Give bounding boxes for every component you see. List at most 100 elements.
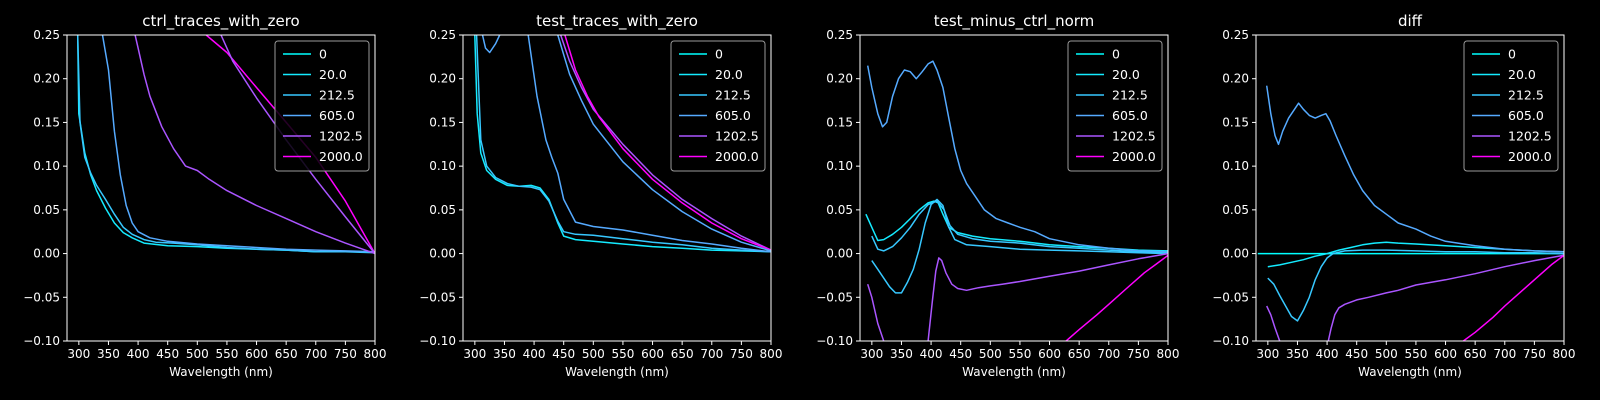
x-tick-label: 350 — [493, 347, 516, 361]
y-tick-label: 0.00 — [33, 247, 60, 261]
x-tick-label: 450 — [552, 347, 575, 361]
series-line-605-0 — [101, 35, 375, 253]
x-tick-label: 550 — [1008, 347, 1031, 361]
x-axis-label: Wavelength (nm) — [169, 365, 273, 379]
y-tick-label: −0.05 — [419, 290, 456, 304]
y-tick-label: 0.05 — [33, 203, 60, 217]
y-tick-label: 0.10 — [1222, 159, 1249, 173]
x-tick-label: 550 — [611, 347, 634, 361]
y-tick-label: 0.20 — [826, 72, 853, 86]
legend-box — [1463, 40, 1559, 172]
y-tick-label: −0.05 — [1212, 290, 1249, 304]
legend: 0 20.0 212.5 605.0 1202.5 2000.0 — [1067, 40, 1163, 172]
x-tick-label: 700 — [1493, 347, 1516, 361]
legend-label: 605.0 — [319, 108, 355, 123]
series-line-2000-0 — [564, 35, 771, 251]
x-tick-label: 800 — [364, 347, 387, 361]
y-tick-label: 0.10 — [33, 159, 60, 173]
series-line-1202-5 — [559, 35, 771, 251]
series-line-605-0 — [1265, 85, 1564, 253]
x-tick-label: 300 — [1256, 347, 1279, 361]
legend-label: 1202.5 — [1508, 129, 1552, 144]
x-tick-label: 400 — [1316, 347, 1339, 361]
x-tick-label: 300 — [67, 347, 90, 361]
y-tick-label: 0.00 — [1222, 247, 1249, 261]
legend-label: 212.5 — [715, 88, 751, 103]
x-tick-label: 350 — [1286, 347, 1309, 361]
x-tick-label: 700 — [700, 347, 723, 361]
y-tick-label: 0.15 — [33, 115, 60, 129]
x-tick-label: 800 — [1553, 347, 1576, 361]
x-axis-label: Wavelength (nm) — [962, 365, 1066, 379]
x-tick-label: 750 — [334, 347, 357, 361]
series-line-2000-0 — [1462, 254, 1564, 341]
series-line-1202-5 — [866, 283, 885, 341]
y-tick-label: 0.15 — [1222, 115, 1249, 129]
x-tick-label: 700 — [304, 347, 327, 361]
y-tick-label: −0.05 — [23, 290, 60, 304]
legend-label: 605.0 — [1508, 108, 1544, 123]
y-tick-label: 0.10 — [429, 159, 456, 173]
legend-label: 2000.0 — [319, 149, 363, 164]
x-tick-label: 550 — [215, 347, 238, 361]
legend-label: 2000.0 — [1508, 149, 1552, 164]
x-tick-label: 400 — [127, 347, 150, 361]
legend-box — [1067, 40, 1163, 172]
x-tick-label: 500 — [979, 347, 1002, 361]
chart-title: diff — [1398, 12, 1423, 30]
y-tick-label: −0.10 — [816, 334, 853, 348]
series-group — [474, 35, 771, 253]
x-tick-label: 500 — [582, 347, 605, 361]
y-tick-label: 0.20 — [33, 72, 60, 86]
y-tick-label: −0.10 — [1212, 334, 1249, 348]
series-line-212-5 — [475, 35, 771, 253]
x-tick-label: 600 — [1434, 347, 1457, 361]
x-tick-label: 300 — [860, 347, 883, 361]
chart-title: test_minus_ctrl_norm — [934, 12, 1095, 31]
legend-label: 1202.5 — [1112, 129, 1156, 144]
plot-frame — [859, 34, 1169, 342]
y-tick-label: 0.05 — [826, 203, 853, 217]
series-line-212-5 — [871, 198, 1168, 294]
chart-panel-4: diff 300 350 400 450 500 550 600 650 700 750 800 −0.… — [1212, 12, 1575, 379]
plot-frame — [66, 34, 376, 342]
x-tick-label: 400 — [920, 347, 943, 361]
y-tick-label: 0.25 — [826, 28, 853, 42]
y-tick-label: 0.25 — [429, 28, 456, 42]
x-tick-label: 800 — [1157, 347, 1180, 361]
legend-label: 1202.5 — [715, 129, 759, 144]
x-tick-label: 350 — [97, 347, 120, 361]
y-tick-label: 0.25 — [1222, 28, 1249, 42]
chart-title: test_traces_with_zero — [536, 12, 698, 31]
x-tick-label: 800 — [760, 347, 783, 361]
series-line-212-5 — [76, 35, 375, 254]
x-tick-label: 350 — [890, 347, 913, 361]
x-tick-label: 750 — [730, 347, 753, 361]
series-line-extra-4 — [871, 200, 1168, 254]
y-tick-label: 0.15 — [429, 115, 456, 129]
series-line-1202-5 — [134, 35, 375, 255]
legend-label: 0 — [715, 47, 723, 62]
y-tick-label: 0.25 — [33, 28, 60, 42]
legend: 0 20.0 212.5 605.0 1202.5 2000.0 — [274, 40, 370, 172]
series-line-605-0 — [481, 35, 501, 54]
x-tick-label: 300 — [463, 347, 486, 361]
legend: 0 20.0 212.5 605.0 1202.5 2000.0 — [670, 40, 766, 172]
series-group — [865, 60, 1168, 341]
series-line-extra-7 — [557, 35, 771, 252]
x-axis-label: Wavelength (nm) — [1358, 365, 1462, 379]
legend-label: 20.0 — [715, 67, 743, 82]
legend-label: 20.0 — [1112, 67, 1140, 82]
plot-frame — [462, 34, 772, 342]
y-tick-label: −0.05 — [816, 290, 853, 304]
x-tick-label: 500 — [186, 347, 209, 361]
series-group — [1257, 85, 1564, 341]
series-line-605-0 — [866, 60, 1168, 253]
legend-label: 605.0 — [1112, 108, 1148, 123]
x-tick-label: 450 — [156, 347, 179, 361]
chart-title: ctrl_traces_with_zero — [142, 12, 299, 31]
legend-label: 212.5 — [319, 88, 355, 103]
x-tick-label: 500 — [1375, 347, 1398, 361]
x-tick-label: 650 — [1464, 347, 1487, 361]
